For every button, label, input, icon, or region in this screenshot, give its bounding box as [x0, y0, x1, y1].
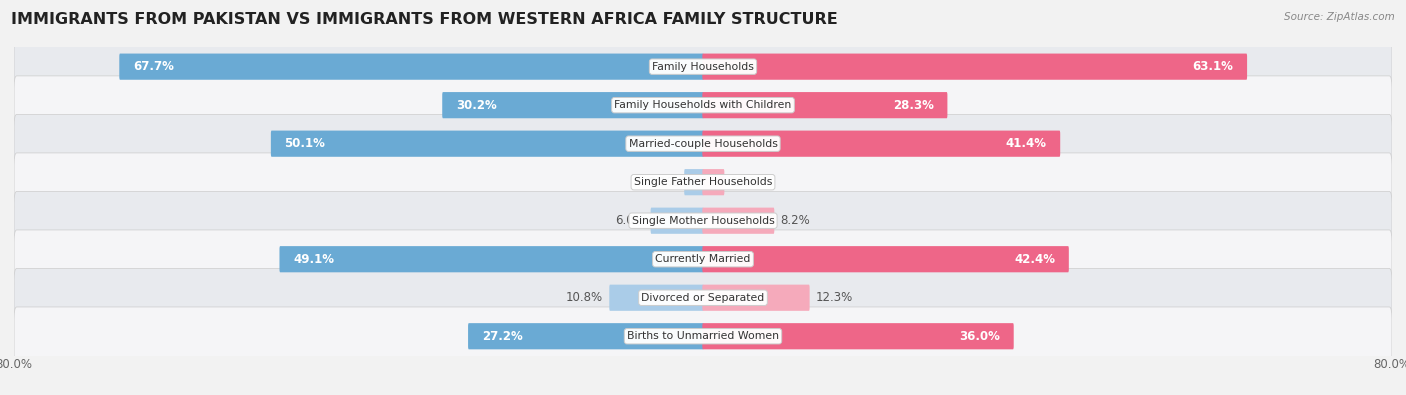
- Text: 8.2%: 8.2%: [780, 214, 810, 227]
- FancyBboxPatch shape: [609, 285, 703, 311]
- Text: 41.4%: 41.4%: [1005, 137, 1046, 150]
- Text: Family Households: Family Households: [652, 62, 754, 71]
- Text: 2.1%: 2.1%: [648, 176, 678, 189]
- Text: 36.0%: 36.0%: [959, 330, 1000, 343]
- FancyBboxPatch shape: [14, 115, 1392, 173]
- FancyBboxPatch shape: [703, 92, 948, 118]
- FancyBboxPatch shape: [703, 54, 1247, 80]
- FancyBboxPatch shape: [14, 269, 1392, 327]
- Text: Currently Married: Currently Married: [655, 254, 751, 264]
- Text: 10.8%: 10.8%: [567, 291, 603, 304]
- FancyBboxPatch shape: [685, 169, 703, 195]
- Text: 2.4%: 2.4%: [731, 176, 761, 189]
- Text: Single Mother Households: Single Mother Households: [631, 216, 775, 226]
- FancyBboxPatch shape: [703, 131, 1060, 157]
- Text: 50.1%: 50.1%: [284, 137, 325, 150]
- Text: 67.7%: 67.7%: [134, 60, 174, 73]
- FancyBboxPatch shape: [703, 169, 724, 195]
- Text: 42.4%: 42.4%: [1014, 253, 1056, 266]
- FancyBboxPatch shape: [280, 246, 703, 272]
- FancyBboxPatch shape: [651, 208, 703, 234]
- FancyBboxPatch shape: [468, 323, 703, 349]
- Text: IMMIGRANTS FROM PAKISTAN VS IMMIGRANTS FROM WESTERN AFRICA FAMILY STRUCTURE: IMMIGRANTS FROM PAKISTAN VS IMMIGRANTS F…: [11, 12, 838, 27]
- FancyBboxPatch shape: [703, 246, 1069, 272]
- Text: 27.2%: 27.2%: [482, 330, 523, 343]
- FancyBboxPatch shape: [14, 76, 1392, 134]
- FancyBboxPatch shape: [14, 192, 1392, 250]
- FancyBboxPatch shape: [14, 38, 1392, 96]
- Text: Family Households with Children: Family Households with Children: [614, 100, 792, 110]
- FancyBboxPatch shape: [120, 54, 703, 80]
- FancyBboxPatch shape: [443, 92, 703, 118]
- FancyBboxPatch shape: [271, 131, 703, 157]
- FancyBboxPatch shape: [703, 285, 810, 311]
- FancyBboxPatch shape: [703, 323, 1014, 349]
- Text: 49.1%: 49.1%: [292, 253, 335, 266]
- Text: Married-couple Households: Married-couple Households: [628, 139, 778, 149]
- FancyBboxPatch shape: [14, 307, 1392, 365]
- FancyBboxPatch shape: [14, 153, 1392, 211]
- Text: Source: ZipAtlas.com: Source: ZipAtlas.com: [1284, 12, 1395, 22]
- Text: 28.3%: 28.3%: [893, 99, 934, 112]
- FancyBboxPatch shape: [703, 208, 775, 234]
- Text: Births to Unmarried Women: Births to Unmarried Women: [627, 331, 779, 341]
- Text: 6.0%: 6.0%: [614, 214, 644, 227]
- Text: Divorced or Separated: Divorced or Separated: [641, 293, 765, 303]
- Text: 12.3%: 12.3%: [815, 291, 853, 304]
- Text: 63.1%: 63.1%: [1192, 60, 1233, 73]
- Text: Single Father Households: Single Father Households: [634, 177, 772, 187]
- FancyBboxPatch shape: [14, 230, 1392, 288]
- Text: 30.2%: 30.2%: [456, 99, 496, 112]
